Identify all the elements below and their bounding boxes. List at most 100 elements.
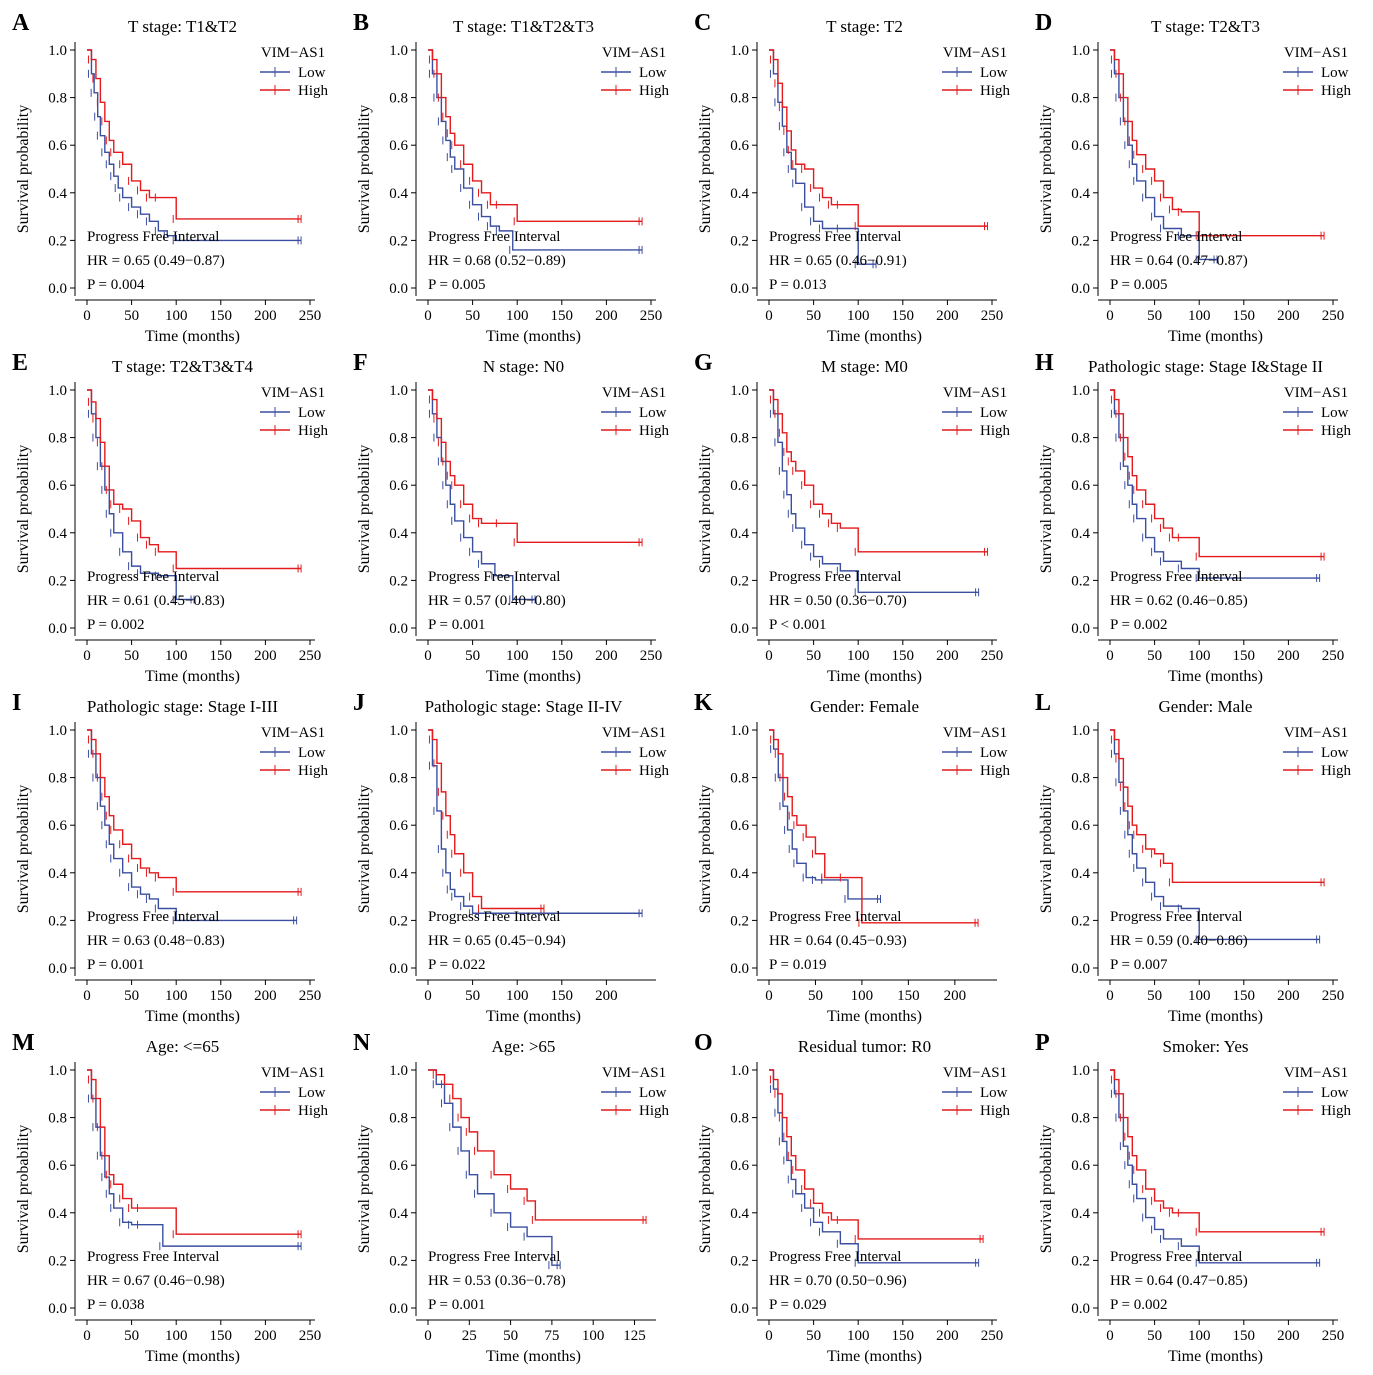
y-tick-label: 0.2 [730, 233, 749, 249]
x-tick-label: 250 [1322, 308, 1345, 324]
x-tick-label: 150 [1233, 1328, 1256, 1344]
km-curve-low [87, 49, 302, 242]
panel-letter: K [694, 690, 713, 716]
x-tick-label: 200 [1277, 988, 1300, 1004]
x-axis-label: Time (months) [145, 668, 240, 685]
annotation-pfi: Progress Free Interval [87, 1249, 219, 1265]
y-tick-label: 0.2 [389, 233, 408, 249]
y-tick-label: 0.6 [48, 478, 67, 494]
y-tick-label: 0.4 [730, 526, 749, 542]
y-tick-label: 0.0 [730, 281, 749, 297]
panel-letter: B [353, 10, 369, 36]
y-tick-label: 0.4 [389, 866, 408, 882]
panel-letter: L [1035, 690, 1051, 716]
x-tick-label: 0 [83, 1328, 91, 1344]
panel-d: D T stage: T2&T3 0.0 0.2 0.4 0.6 0.8 1.0 0 50 100 1… [1035, 10, 1352, 345]
chart-title: T stage: T2 [826, 17, 903, 36]
y-tick-label: 1.0 [48, 723, 67, 739]
chart-title: Gender: Male [1159, 697, 1253, 716]
x-axis-label: Time (months) [145, 1008, 240, 1025]
annotation-hr: HR = 0.70 (0.50−0.96) [769, 1273, 907, 1289]
x-tick-label: 50 [124, 988, 139, 1004]
km-curve-low [1110, 1069, 1320, 1264]
x-tick-label: 50 [503, 1328, 518, 1344]
x-tick-label: 100 [1188, 308, 1211, 324]
x-tick-label: 150 [210, 308, 233, 324]
km-curve-high [1110, 1069, 1325, 1233]
km-curve-low [769, 389, 979, 593]
km-curve-low [428, 49, 643, 251]
y-tick-label: 0.6 [1071, 1158, 1090, 1174]
y-tick-label: 0.4 [389, 526, 408, 542]
legend-label: High [980, 763, 1011, 779]
annotation-p: P = 0.002 [87, 617, 145, 633]
km-curve-high [428, 389, 643, 544]
annotation-hr: HR = 0.50 (0.36−0.70) [769, 593, 907, 609]
legend-title: VIM−AS1 [1284, 45, 1348, 61]
y-tick-label: 0.8 [48, 771, 67, 787]
annotation-hr: HR = 0.64 (0.47−0.87) [1110, 253, 1248, 269]
km-curve-high [87, 1069, 302, 1235]
x-tick-label: 150 [551, 988, 574, 1004]
y-tick-label: 0.8 [48, 1111, 67, 1127]
x-tick-label: 250 [299, 648, 322, 664]
legend-title: VIM−AS1 [261, 1065, 325, 1081]
x-tick-label: 50 [465, 988, 480, 1004]
y-tick-label: 1.0 [389, 723, 408, 739]
y-axis-label: Survival probability [697, 1125, 714, 1253]
y-tick-label: 0.6 [1071, 478, 1090, 494]
chart-title: Age: <=65 [146, 1037, 219, 1056]
x-tick-label: 150 [551, 308, 574, 324]
y-tick-label: 1.0 [730, 383, 749, 399]
y-axis-label: Survival probability [15, 1125, 32, 1253]
panel-n: N Age: >65 0.0 0.2 0.4 0.6 0.8 1.0 0 25 50 75 100 125… [353, 1030, 670, 1365]
y-tick-label: 0.2 [730, 1253, 749, 1269]
x-tick-label: 150 [892, 1328, 915, 1344]
y-tick-label: 1.0 [389, 383, 408, 399]
x-tick-label: 250 [640, 308, 663, 324]
x-tick-label: 100 [506, 988, 529, 1004]
x-tick-label: 200 [595, 988, 618, 1004]
legend-title: VIM−AS1 [602, 725, 666, 741]
legend-label: High [298, 423, 329, 439]
y-tick-label: 1.0 [389, 43, 408, 59]
legend-label: High [298, 1103, 329, 1119]
y-tick-label: 1.0 [1071, 383, 1090, 399]
legend-label: Low [298, 1085, 326, 1101]
x-axis-label: Time (months) [486, 668, 581, 685]
y-tick-label: 0.8 [389, 771, 408, 787]
panel-e: E T stage: T2&T3&T4 0.0 0.2 0.4 0.6 0.8 1.0 0 50 1… [12, 350, 329, 685]
x-tick-label: 150 [1233, 648, 1256, 664]
annotation-p: P < 0.001 [769, 617, 827, 633]
y-tick-label: 0.0 [1071, 281, 1090, 297]
panel-a: A T stage: T1&T2 0.0 0.2 0.4 0.6 0.8 1.0 0 50 100 1… [12, 10, 329, 345]
km-curve-high [428, 49, 643, 223]
chart-title: Age: >65 [492, 1037, 556, 1056]
legend-title: VIM−AS1 [602, 1065, 666, 1081]
annotation-p: P = 0.005 [1110, 277, 1168, 293]
panel-p: P Smoker: Yes 0.0 0.2 0.4 0.6 0.8 1.0 0 50 100 150 2… [1035, 1030, 1352, 1365]
legend-label: High [1321, 423, 1352, 439]
y-tick-label: 0.2 [1071, 233, 1090, 249]
y-tick-label: 0.6 [730, 478, 749, 494]
y-tick-label: 1.0 [1071, 723, 1090, 739]
x-axis-label: Time (months) [827, 668, 922, 685]
y-tick-label: 0.2 [48, 573, 67, 589]
x-tick-label: 0 [83, 988, 91, 1004]
x-tick-label: 0 [1106, 308, 1114, 324]
annotation-pfi: Progress Free Interval [87, 229, 219, 245]
legend-title: VIM−AS1 [1284, 385, 1348, 401]
x-tick-label: 250 [981, 1328, 1004, 1344]
x-tick-label: 200 [936, 648, 959, 664]
x-tick-label: 0 [1106, 1328, 1114, 1344]
y-axis-label: Survival probability [1038, 1125, 1055, 1253]
y-tick-label: 0.6 [730, 1158, 749, 1174]
y-tick-label: 0.2 [1071, 913, 1090, 929]
y-tick-label: 0.8 [730, 1111, 749, 1127]
y-tick-label: 0.4 [1071, 186, 1090, 202]
legend-label: High [298, 83, 329, 99]
y-tick-label: 1.0 [730, 1063, 749, 1079]
x-tick-label: 100 [847, 648, 870, 664]
legend-title: VIM−AS1 [261, 725, 325, 741]
y-tick-label: 0.4 [730, 1206, 749, 1222]
